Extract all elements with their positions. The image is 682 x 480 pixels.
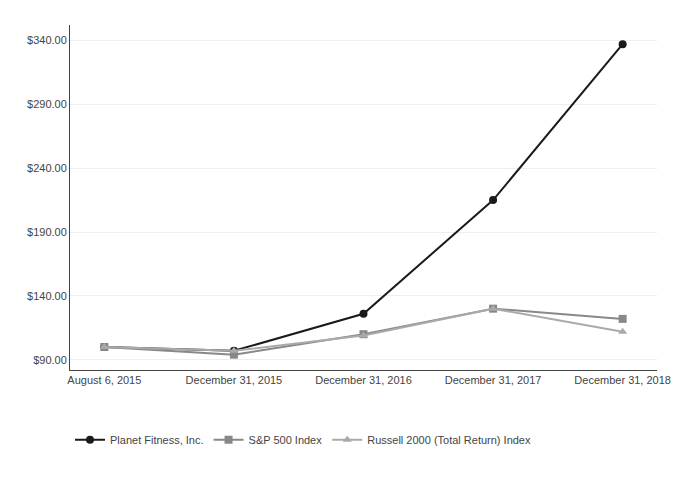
svg-text:$290.00: $290.00 (27, 98, 67, 110)
svg-text:December 31, 2015: December 31, 2015 (186, 374, 283, 386)
svg-text:December 31, 2016: December 31, 2016 (315, 374, 412, 386)
svg-text:$140.00: $140.00 (27, 290, 67, 302)
svg-text:$340.00: $340.00 (27, 34, 67, 46)
svg-text:December 31, 2018: December 31, 2018 (574, 374, 671, 386)
svg-text:August 6, 2015: August 6, 2015 (67, 374, 141, 386)
svg-text:$90.00: $90.00 (33, 354, 67, 366)
svg-text:S&P 500 Index: S&P 500 Index (249, 434, 323, 446)
svg-text:$240.00: $240.00 (27, 162, 67, 174)
svg-text:December 31, 2017: December 31, 2017 (445, 374, 542, 386)
svg-text:Planet Fitness, Inc.: Planet Fitness, Inc. (110, 434, 204, 446)
svg-text:Russell 2000 (Total Return) In: Russell 2000 (Total Return) Index (367, 434, 531, 446)
svg-text:$190.00: $190.00 (27, 226, 67, 238)
